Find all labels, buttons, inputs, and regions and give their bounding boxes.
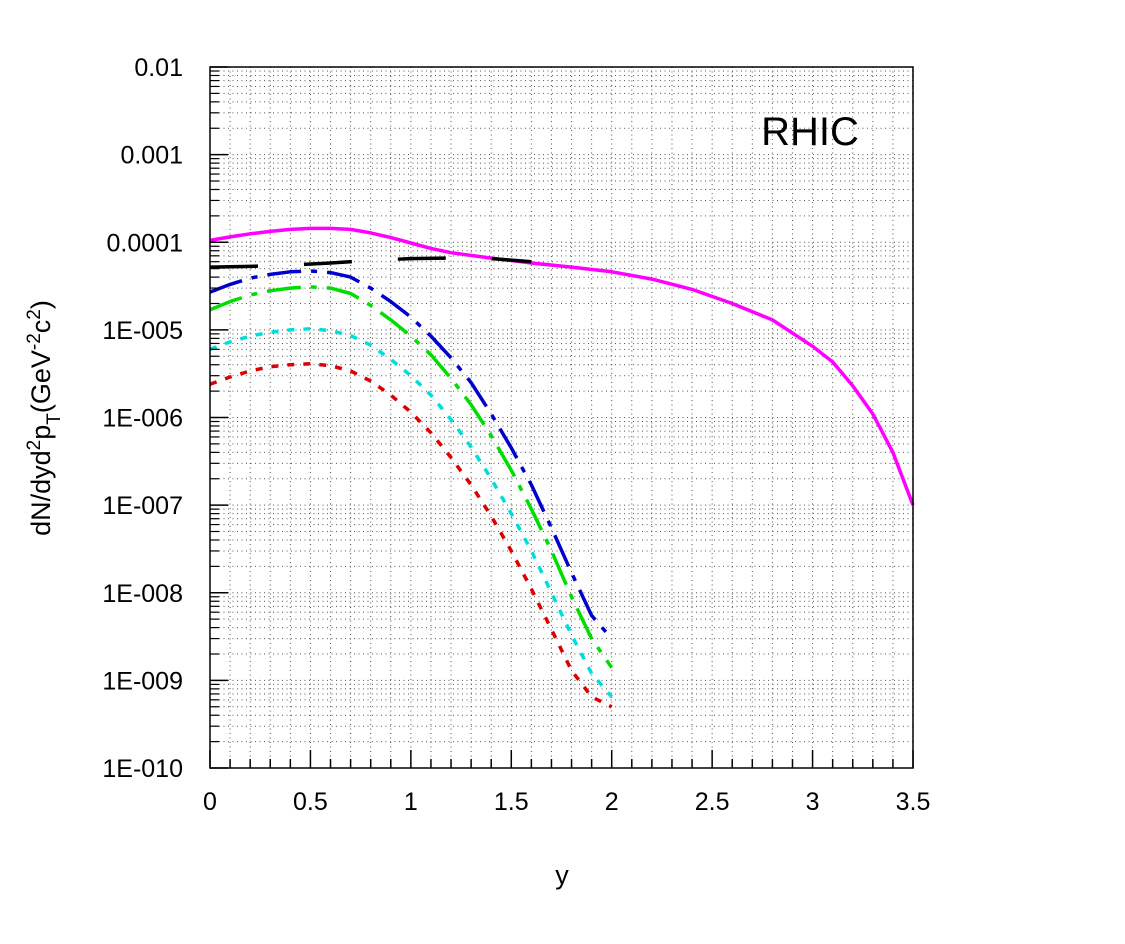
ticks [209, 66, 914, 769]
series-line-3 [209, 269, 614, 640]
x-tick-label: 2 [605, 788, 619, 816]
y-tick-label: 1E-008 [102, 580, 183, 608]
y-axis-title-part: (GeV [26, 350, 56, 413]
y-axis-title-part: -2 [24, 333, 45, 350]
y-axis-title-part: p [26, 425, 56, 440]
annotation-rhic: RHIC [761, 110, 859, 154]
y-tick-labels: 1E-010 1E-009 1E-008 1E-007 1E-006 1E-005 0.00… [102, 54, 183, 783]
x-tick-labels: 0 0.5 1 1.5 2 2.5 3 3.5 [203, 788, 930, 816]
x-axis-title: y [555, 860, 569, 890]
y-axis-title-part: dN/dyd [26, 450, 56, 536]
y-tick-label: 1E-009 [102, 667, 183, 695]
y-tick-label: 1E-007 [102, 492, 183, 520]
x-tick-label: 1.5 [494, 788, 529, 816]
y-tick-label: 0.0001 [107, 229, 183, 257]
series-line-6 [209, 362, 613, 709]
series-line-1 [209, 226, 915, 506]
series-layer [209, 226, 915, 709]
y-axis-title-part: 2 [24, 440, 45, 451]
x-tick-label: 1 [404, 788, 418, 816]
y-axis-title-part: ) [26, 300, 56, 309]
y-tick-label: 1E-010 [102, 755, 183, 783]
y-tick-label: 0.001 [120, 142, 183, 170]
series-line-4 [209, 285, 614, 669]
y-tick-label: 1E-006 [102, 405, 183, 433]
series-line-5 [209, 327, 614, 698]
y-axis-title-part: c [26, 320, 56, 334]
x-tick-label: 0 [203, 788, 217, 816]
y-axis-title-part: 2 [24, 309, 45, 320]
x-tick-label: 3.5 [896, 788, 931, 816]
x-tick-label: 3 [806, 788, 820, 816]
y-axis-title-part: T [44, 413, 65, 425]
y-tick-label: 1E-005 [102, 317, 183, 345]
y-tick-label: 0.01 [134, 54, 183, 82]
x-tick-label: 0.5 [293, 788, 328, 816]
y-axis-title: dN/dyd2pT(GeV-2c2) [24, 300, 65, 536]
x-tick-label: 2.5 [695, 788, 730, 816]
